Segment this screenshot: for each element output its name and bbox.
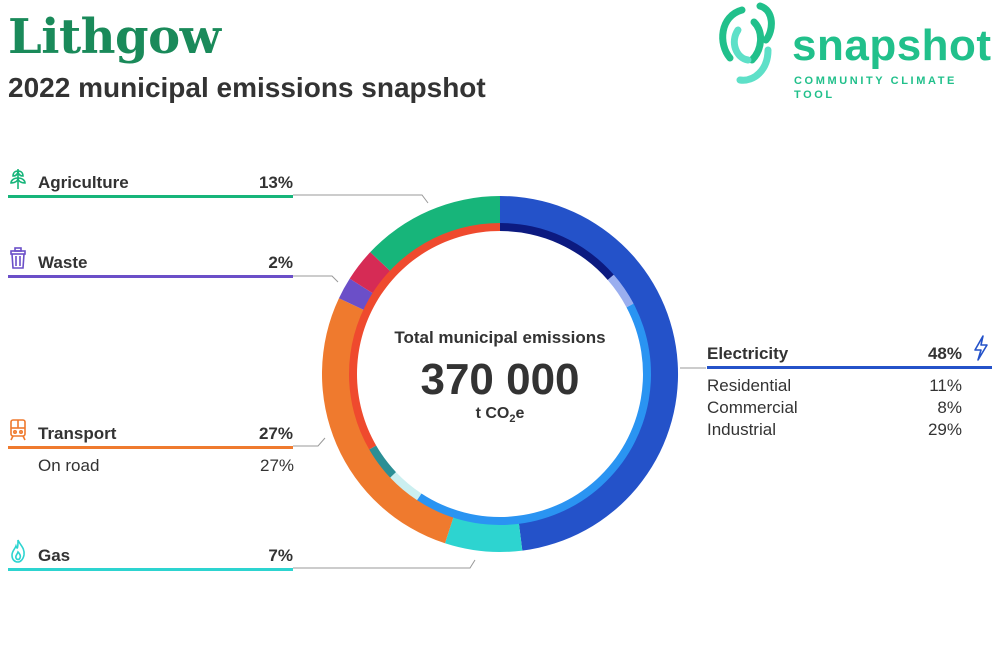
slice-waste — [338, 278, 374, 311]
snapshot-logo-icon — [719, 2, 775, 84]
sub-percent-on-road: 27% — [260, 456, 295, 475]
slice-electricity — [500, 196, 679, 551]
sub-label-industrial: Industrial — [707, 420, 776, 439]
sub-label-on-road: On road — [38, 456, 100, 475]
leader-gas — [293, 559, 476, 569]
logo-tagline: COMMUNITY CLIMATE TOOL — [794, 75, 957, 101]
category-label: Gas — [38, 546, 71, 565]
plant-icon — [10, 169, 26, 189]
slice-gas-commercial — [369, 445, 396, 478]
slice-gas — [444, 516, 523, 553]
leader-transport — [293, 437, 326, 447]
sub-label-residential: Residential — [707, 376, 792, 395]
category-label: Agriculture — [38, 173, 129, 192]
category-percent: 7% — [268, 546, 293, 565]
slice-residential — [500, 223, 614, 280]
category-underline — [8, 568, 293, 571]
train-icon — [10, 419, 26, 441]
unit-suffix: e — [515, 405, 525, 422]
category-electricity: Electricity 48% — [707, 335, 992, 370]
outer-ring — [321, 195, 679, 553]
category-underline — [8, 195, 293, 198]
sub-percent-residential: 11% — [929, 376, 962, 395]
bin-icon — [10, 247, 26, 269]
center-label: Total municipal emissions — [394, 328, 606, 347]
unit-prefix: t CO — [475, 405, 510, 422]
category-underline — [8, 446, 293, 449]
category-percent: 2% — [268, 253, 293, 272]
slice-on-road — [348, 223, 500, 450]
category-percent: 13% — [258, 173, 293, 192]
leader-agriculture — [293, 194, 429, 204]
page-subtitle: 2022 municipal emissions snapshot — [8, 72, 486, 103]
center-unit: t CO2e — [370, 405, 630, 425]
slice-transport — [321, 298, 454, 544]
flame-icon — [11, 539, 25, 563]
slice-agriculture — [370, 195, 500, 272]
slice-gas-residential — [390, 472, 422, 501]
category-underline — [707, 366, 992, 369]
inner-ring — [348, 223, 652, 526]
category-percent: 48% — [927, 344, 962, 363]
sub-label-commercial: Commercial — [707, 398, 798, 417]
leader-waste — [293, 275, 339, 283]
logo-wordmark: snapshot — [792, 21, 992, 70]
category-label: Electricity — [707, 344, 789, 363]
category-percent: 27% — [258, 424, 293, 443]
category-underline — [8, 275, 293, 278]
center-total-value: 370 000 — [420, 355, 580, 404]
category-label: Waste — [38, 253, 88, 272]
sub-percent-commercial: 8% — [937, 398, 962, 417]
sub-percent-industrial: 29% — [927, 420, 962, 439]
leader-lines — [293, 194, 706, 569]
slice-commercial — [607, 274, 634, 308]
page-title: Lithgow — [8, 9, 221, 65]
unit-subscript: 2 — [509, 413, 516, 426]
category-label: Transport — [38, 424, 117, 443]
lightning-icon — [974, 335, 988, 361]
